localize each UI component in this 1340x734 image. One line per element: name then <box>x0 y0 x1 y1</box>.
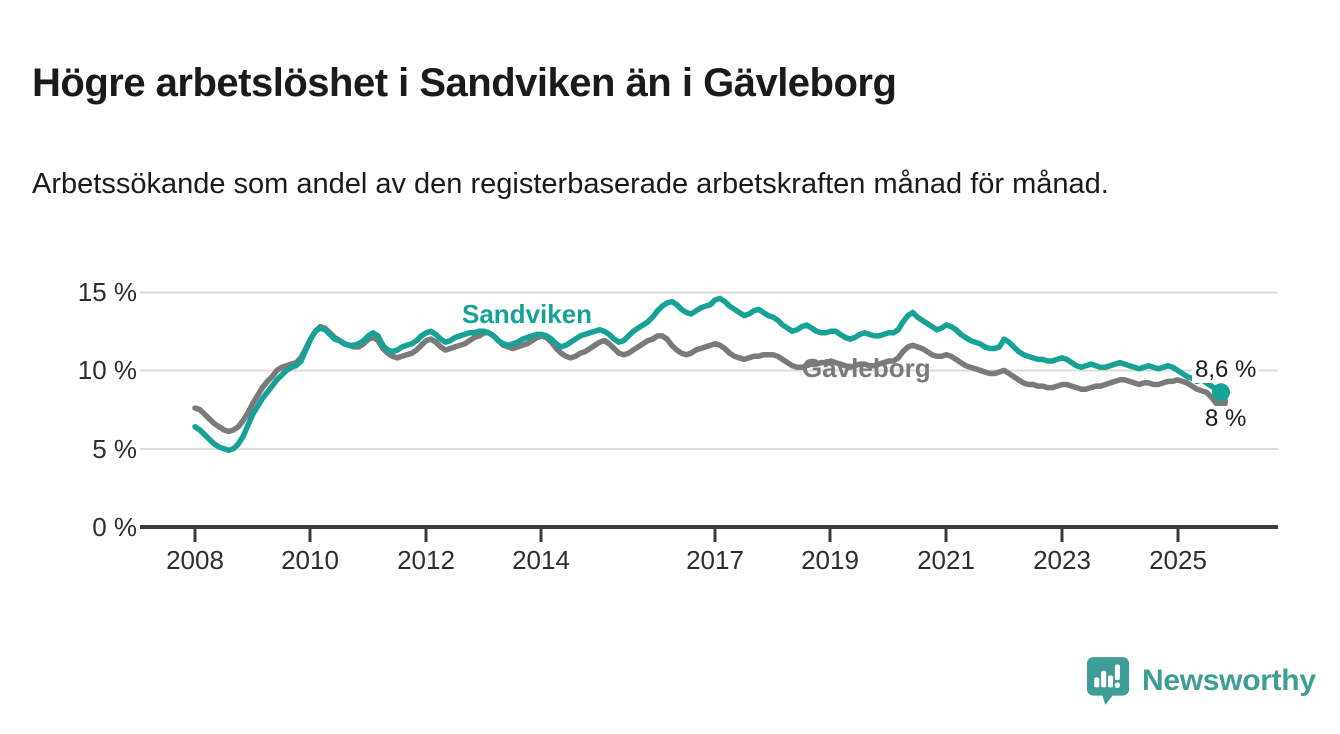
x-axis-label-2019: 2019 <box>801 545 859 575</box>
newsworthy-logo: Newsworthy <box>1086 656 1316 706</box>
y-axis-label-10: 10 % <box>77 355 137 385</box>
x-axis-label-2010: 2010 <box>281 545 339 575</box>
sandviken-end-dot <box>1212 383 1230 402</box>
logo-bars <box>1094 664 1121 688</box>
end-value-label-sandviken: 8,6 % <box>1192 357 1260 383</box>
sandviken-line <box>192 295 1224 454</box>
page-title: Högre arbetslöshet i Sandviken än i Gävl… <box>32 60 897 105</box>
series-label-sandviken: Sandviken <box>462 299 593 329</box>
newsworthy-logo-icon <box>1086 657 1130 705</box>
x-axis-label-2012: 2012 <box>397 545 455 575</box>
x-axis-label-2025: 2025 <box>1149 545 1207 575</box>
y-axis-label-5: 5 % <box>92 434 137 464</box>
x-axis-label-2023: 2023 <box>1033 545 1091 575</box>
chart-subtitle: Arbetssökande som andel av den registerb… <box>32 168 1109 200</box>
newsworthy-brand-text: Newsworthy <box>1142 664 1316 697</box>
x-axis-ticks <box>193 529 1180 542</box>
y-axis-label-0: 0 % <box>92 512 137 542</box>
gavleborg-line <box>192 323 1224 435</box>
x-axis-label-2017: 2017 <box>686 545 744 575</box>
y-axis-label-15: 15 % <box>77 277 137 307</box>
x-axis-label-2008: 2008 <box>166 545 224 575</box>
x-axis-label-2014: 2014 <box>512 545 570 575</box>
series-label-gavleborg: Gävleborg <box>802 353 931 383</box>
x-axis-label-2021: 2021 <box>917 545 975 575</box>
end-value-label-gavleborg: 8 % <box>1202 406 1250 432</box>
